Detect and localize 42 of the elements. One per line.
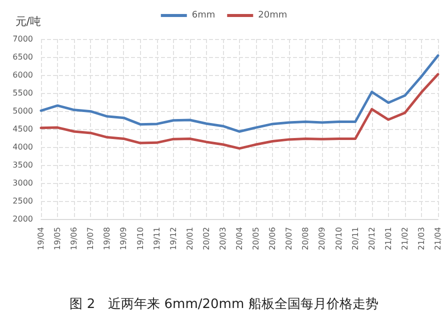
x-tick-label: 19/05 <box>53 227 62 250</box>
y-tick-label: 5500 <box>12 88 33 98</box>
caption: 图 2 近两年来 6mm/20mm 船板全国每月价格走势 <box>70 297 378 312</box>
x-tick-label: 19/06 <box>70 227 79 250</box>
x-tick-label: 20/03 <box>218 227 228 250</box>
y-tick-label: 4000 <box>12 142 33 152</box>
x-tick-label: 20/08 <box>301 227 310 250</box>
y-tick-label: 2500 <box>12 196 33 206</box>
y-tick-label: 3000 <box>12 178 33 188</box>
x-tick-label: 20/10 <box>334 227 344 250</box>
y-tick-label: 4500 <box>12 124 33 134</box>
y-axis-title: 元/吨 <box>15 15 41 28</box>
x-tick-label: 19/08 <box>102 227 112 250</box>
x-tick-label: 19/07 <box>86 227 96 250</box>
x-tick-label: 19/09 <box>119 227 128 250</box>
y-tick-label: 7000 <box>12 34 33 44</box>
x-tick-label: 21/03 <box>416 227 426 250</box>
x-tick-label: 19/11 <box>152 227 162 250</box>
x-tick-label: 20/07 <box>284 227 294 250</box>
x-tick-label: 20/06 <box>268 227 278 250</box>
y-tick-label: 5000 <box>12 106 33 116</box>
y-tick-label: 6500 <box>12 52 33 62</box>
line-series <box>40 54 440 133</box>
x-tick-label: 21/01 <box>384 227 393 250</box>
line-series <box>40 73 440 150</box>
x-tick-label: 21/02 <box>400 227 410 250</box>
y-tick-label: 6000 <box>12 70 33 80</box>
x-tick-label: 20/01 <box>185 227 194 250</box>
legend-label: 6mm <box>192 10 216 20</box>
x-tick-label: 20/04 <box>235 227 244 250</box>
x-tick-label: 19/12 <box>168 227 178 250</box>
x-tick-label: 20/11 <box>350 227 360 250</box>
x-tick-label: 19/10 <box>136 227 145 250</box>
x-tick-label: 20/12 <box>367 227 376 250</box>
x-tick-label: 20/02 <box>202 227 211 250</box>
y-tick-label: 3500 <box>12 160 33 170</box>
x-tick-label: 19/04 <box>36 227 46 250</box>
legend-label: 20mm <box>258 10 288 20</box>
x-tick-label: 20/05 <box>252 227 261 250</box>
y-tick-label: 2000 <box>12 214 33 224</box>
x-tick-label: 20/09 <box>318 227 327 250</box>
x-tick-label: 21/04 <box>434 227 442 250</box>
